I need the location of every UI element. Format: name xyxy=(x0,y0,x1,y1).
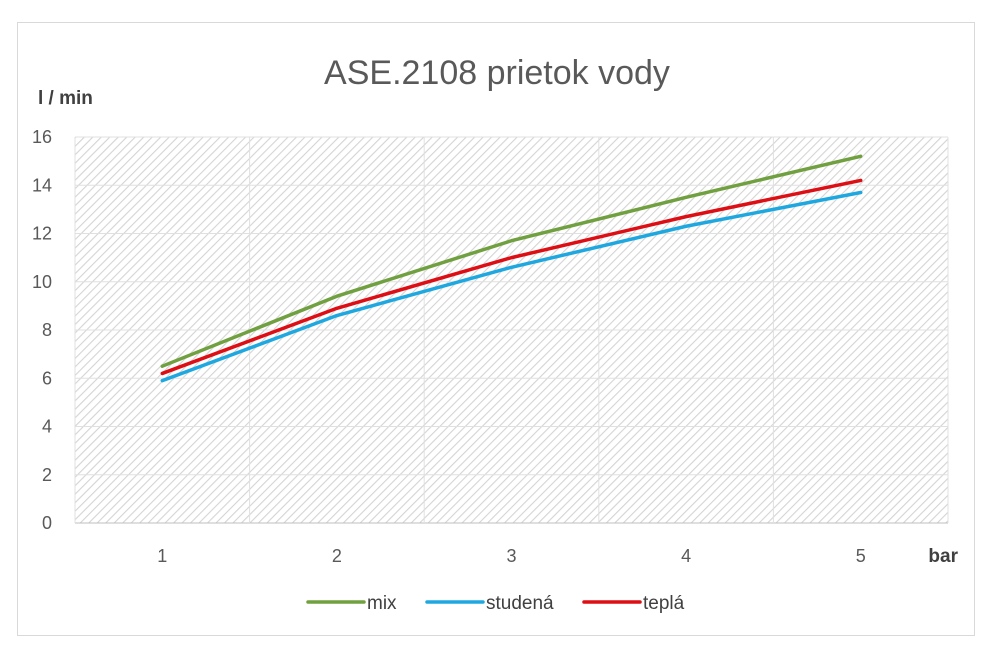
data-point xyxy=(160,364,164,368)
data-point xyxy=(859,178,863,182)
data-point xyxy=(510,256,513,260)
data-point xyxy=(160,379,164,383)
y-tick-label: 12 xyxy=(32,224,52,244)
y-tick-label: 8 xyxy=(42,320,52,340)
data-point xyxy=(335,314,339,318)
x-tick-label: 4 xyxy=(681,546,691,566)
x-tick-label: 1 xyxy=(157,546,167,566)
data-point xyxy=(335,306,339,310)
y-tick-label: 16 xyxy=(32,127,52,147)
data-point xyxy=(510,265,513,269)
data-point xyxy=(510,239,513,243)
legend-label: teplá xyxy=(643,593,685,614)
grid-lines xyxy=(74,136,949,524)
x-tick-label: 3 xyxy=(506,546,516,566)
chart-title: ASE.2108 prietok vody xyxy=(324,54,670,92)
y-tick-label: 2 xyxy=(42,465,52,485)
x-axis-ticks: 1 2 3 4 5 xyxy=(157,546,865,566)
data-point xyxy=(859,154,863,158)
x-tick-label: 2 xyxy=(332,546,342,566)
x-tick-label: 5 xyxy=(856,546,866,566)
legend-label: studená xyxy=(486,593,554,614)
x-axis-title: bar xyxy=(928,546,958,567)
legend: mix studená teplá xyxy=(306,593,685,614)
data-point xyxy=(684,215,688,219)
data-point xyxy=(859,190,863,194)
y-tick-label: 10 xyxy=(32,272,52,292)
data-point xyxy=(684,224,688,228)
data-point xyxy=(160,371,164,375)
data-point xyxy=(335,294,339,298)
y-tick-label: 0 xyxy=(42,513,52,533)
legend-label: mix xyxy=(367,593,397,614)
y-axis-title: l / min xyxy=(38,88,93,109)
data-point xyxy=(684,195,688,199)
y-axis-ticks: 0 2 4 6 8 10 12 14 16 xyxy=(32,127,52,533)
y-tick-label: 6 xyxy=(42,368,52,388)
y-tick-label: 14 xyxy=(32,175,52,195)
y-tick-label: 4 xyxy=(42,417,52,437)
series-lines xyxy=(160,154,863,383)
